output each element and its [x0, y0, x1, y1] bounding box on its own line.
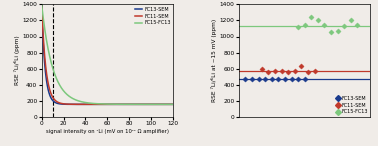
Point	[354, 24, 360, 26]
Point	[279, 70, 285, 72]
Legend: FC13-SEM, FC11-SEM, FC15-FC13: FC13-SEM, FC11-SEM, FC15-FC13	[135, 7, 171, 25]
Point	[335, 30, 341, 32]
Point	[275, 78, 281, 80]
Y-axis label: RSE ⁷Li/⁶Li at ~15 mV (ppm): RSE ⁷Li/⁶Li at ~15 mV (ppm)	[211, 19, 217, 102]
Point	[302, 24, 308, 26]
Point	[262, 78, 268, 81]
Point	[328, 31, 334, 33]
Point	[269, 78, 275, 80]
Y-axis label: RSE ⁷Li/⁶Li (ppm): RSE ⁷Li/⁶Li (ppm)	[14, 36, 20, 85]
Point	[292, 69, 298, 72]
Point	[321, 24, 327, 26]
Point	[285, 71, 291, 73]
Point	[315, 19, 321, 22]
Point	[295, 78, 301, 80]
Point	[256, 78, 262, 80]
Point	[305, 71, 311, 73]
Point	[308, 16, 314, 18]
Point	[295, 26, 301, 28]
Point	[272, 70, 278, 73]
Point	[242, 78, 248, 80]
Point	[265, 71, 271, 73]
Legend: FC13-SEM, FC11-SEM, FC15-FC13: FC13-SEM, FC11-SEM, FC15-FC13	[336, 96, 368, 114]
Point	[288, 78, 294, 80]
Point	[298, 65, 304, 67]
X-axis label: signal intensity on ⁷Li (mV on 10¹¹ Ω amplifier): signal intensity on ⁷Li (mV on 10¹¹ Ω am…	[46, 129, 169, 134]
Point	[259, 68, 265, 70]
Point	[311, 70, 318, 73]
Point	[249, 78, 255, 80]
Point	[282, 78, 288, 80]
Point	[302, 78, 308, 80]
Point	[348, 19, 354, 21]
Point	[341, 25, 347, 27]
